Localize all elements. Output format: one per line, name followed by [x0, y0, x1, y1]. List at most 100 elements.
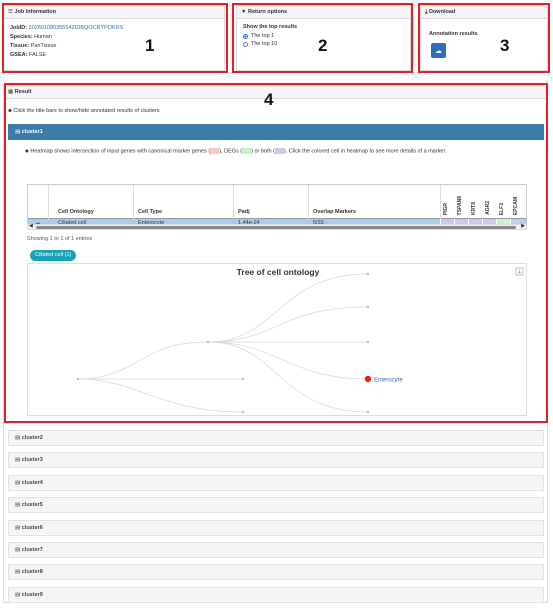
tree-link	[207, 341, 369, 380]
return-options-panel: ▼ Return options Show the top results Th…	[236, 5, 411, 71]
radio-top10-indicator[interactable]	[243, 41, 248, 47]
tree-node-highlight[interactable]	[364, 375, 372, 383]
cluster-bar-cluster4[interactable]: ▤ cluster4	[8, 474, 544, 491]
download-panel: ⤓ Download Annotation results ☁	[420, 5, 548, 71]
heatmap-cell-krt8[interactable]	[468, 219, 482, 226]
ontology-tree-svg: Tree of cell ontology Enterocyte	[76, 267, 524, 414]
col-gene-elf3[interactable]: ELF3	[499, 202, 505, 215]
tree-link	[77, 378, 244, 413]
cluster-bar-cluster8[interactable]: ▤ cluster8	[8, 564, 544, 581]
jobid-link[interactable]: 20260108035554ZIDBQOCRYPOKRS	[28, 25, 124, 31]
scroll-thumb[interactable]	[36, 226, 516, 229]
table-horizontal-scrollbar[interactable]: ◀ ▶	[27, 223, 527, 230]
tree-link	[77, 341, 209, 380]
col-gene-agr2[interactable]: AGR2	[485, 201, 491, 215]
table-header: Cell Ontology Cell Type Padj Overlap Mar…	[28, 185, 526, 219]
row-cloud-icon[interactable]: ☁	[34, 219, 41, 226]
heatmap-hint: ⬥ Heatmap shows intersection of input ge…	[25, 148, 447, 155]
heatmap-cell-agr2[interactable]	[482, 219, 496, 226]
cell-cell-type: Enterocyte	[138, 220, 165, 226]
cell-cell-ontology: Ciliated cell	[58, 220, 87, 226]
heatmap-cell-pigr[interactable]	[440, 219, 454, 226]
tissue-label: Tissue:	[10, 43, 30, 49]
results-table: Cell Ontology Cell Type Padj Overlap Mar…	[27, 184, 527, 227]
cluster-bar-label: cluster8	[21, 569, 43, 576]
tree-node[interactable]	[241, 410, 245, 414]
tissue-value: PanTissue	[30, 43, 57, 49]
download-header: ⤓ Download	[421, 6, 547, 19]
cluster-bar-label: cluster6	[21, 524, 43, 531]
species-value: Human	[34, 34, 52, 40]
cluster-bar-cluster5[interactable]: ▤ cluster5	[8, 497, 544, 514]
cluster-bar-label: cluster2	[21, 435, 43, 441]
return-options-header: ▼ Return options	[237, 6, 410, 19]
tree-link	[207, 341, 369, 413]
col-cell-type[interactable]: Cell Type	[138, 209, 163, 215]
tree-download-arrow	[517, 269, 522, 274]
jobid-label: JobID:	[10, 25, 28, 31]
download-annotation-button[interactable]: ☁	[431, 43, 446, 58]
cell-ontology-pill[interactable]: Ciliated cell (1)	[30, 250, 77, 261]
col-gene-pigr[interactable]: PIGR	[443, 202, 449, 215]
tree-link	[207, 273, 369, 343]
heatmap-cell-epcam[interactable]	[510, 219, 524, 226]
bars-icon: ▤	[15, 479, 22, 486]
tree-highlight-label[interactable]: Enterocyte	[374, 378, 403, 384]
heatmap-cell-tspan8[interactable]	[454, 219, 468, 226]
cluster-bar-active[interactable]: ▤ cluster1	[8, 124, 544, 140]
table-entries-info: Showing 1 to 1 of 1 entries	[27, 236, 93, 242]
tree-node[interactable]	[241, 377, 245, 381]
legend-canonical-swatch	[210, 148, 220, 154]
table-row[interactable]: ☁ Ciliated cell Enterocyte 1.44e-24 5/33	[28, 219, 526, 226]
cluster-bar-label: cluster5	[21, 502, 43, 509]
table-divider	[233, 185, 234, 226]
col-gene-tspan8[interactable]: TSPAN8	[457, 195, 463, 215]
cluster-bar-cluster3[interactable]: ▤ cluster3	[8, 452, 544, 469]
tree-node[interactable]	[366, 340, 370, 344]
callout-number-4: 4	[264, 90, 274, 109]
callout-number-2: 2	[318, 36, 328, 55]
tree-download-icon[interactable]	[515, 267, 524, 276]
tree-node[interactable]	[206, 340, 210, 344]
cluster-bar-cluster7[interactable]: ▤ cluster7	[8, 542, 544, 558]
job-info-panel: ☰ Job information JobID: 20260108035554Z…	[3, 5, 225, 71]
bars-icon: ▤	[15, 591, 22, 598]
tag-icon: ⬥	[25, 148, 29, 155]
scroll-right-arrow[interactable]: ▶	[521, 223, 525, 229]
scroll-left-arrow[interactable]: ◀	[29, 223, 33, 229]
cluster-bar-cluster6[interactable]: ▤ cluster6	[8, 519, 544, 536]
tree-node[interactable]	[366, 410, 370, 414]
tree-toolbar[interactable]	[515, 267, 524, 276]
tree-links	[77, 273, 369, 413]
callout-number-3: 3	[500, 36, 510, 55]
filter-icon: ▼	[241, 9, 247, 15]
col-cell-ontology[interactable]: Cell Ontology	[58, 209, 94, 215]
radio-top10[interactable]: The top 10	[243, 40, 410, 48]
heatmap-cell-elf3[interactable]	[496, 219, 510, 226]
cluster-bar-cluster2[interactable]: ▤ cluster2	[8, 430, 544, 446]
col-gene-krt8[interactable]: KRT8	[471, 201, 477, 215]
table-divider	[133, 185, 134, 226]
return-options-subtitle: Show the top results	[243, 24, 298, 30]
tree-node[interactable]	[366, 272, 370, 276]
tree-node-root[interactable]	[76, 377, 80, 381]
tree-title: Tree of cell ontology	[237, 267, 320, 277]
radio-top1[interactable]: The top 1	[243, 32, 410, 40]
legend-both-swatch	[274, 148, 284, 154]
download-title: Download	[428, 9, 456, 15]
radio-top1-indicator[interactable]	[243, 33, 248, 39]
gsea-value: FALSE	[28, 52, 47, 58]
col-overlap-markers[interactable]: Overlap Markers	[313, 209, 357, 215]
cluster-bar-label: cluster1	[21, 129, 43, 135]
cluster-bar-cluster9[interactable]: ▤ cluster9	[8, 586, 544, 603]
col-gene-epcam[interactable]: EPCAM	[513, 196, 519, 215]
tree-node[interactable]	[366, 305, 370, 309]
table-divider	[440, 185, 441, 226]
cell-overlap: 5/33	[313, 220, 324, 226]
col-padj[interactable]: Padj	[238, 209, 250, 215]
table-divider	[308, 185, 309, 226]
radio-top1-label: The top 1	[251, 33, 275, 39]
callout-number-1: 1	[145, 36, 155, 55]
species-label: Species:	[10, 34, 33, 40]
return-options-title: Return options	[247, 9, 288, 15]
